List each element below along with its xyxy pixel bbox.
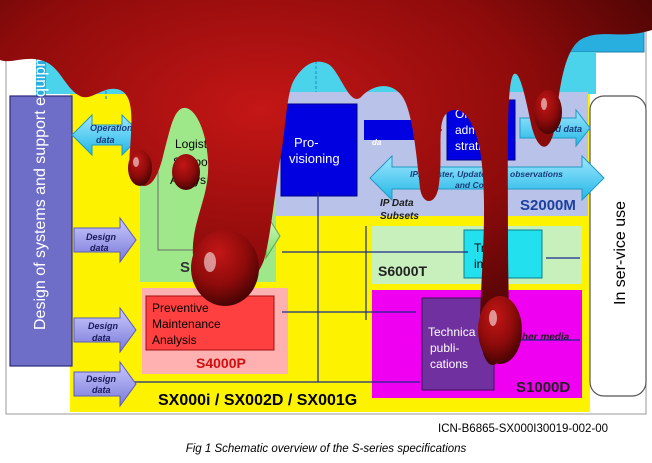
svg-text:and data: and data [545,124,582,134]
other-media-label: her media [522,332,570,343]
icn-label: ICN-B6865-SX000I30019-002-00 [438,423,608,435]
svg-text:Preventive Maintenance: Preventive Maintenance Analysis [152,301,224,347]
design-data-arrow-3 [73,360,137,408]
right-box-text: In ser-vice use [612,201,629,305]
design-data-arrow-2 [73,306,137,354]
logistics-line-1: Logist [175,137,208,151]
svg-text:Design data: Design data [86,374,119,395]
svg-text:Design data: Design data [86,232,119,253]
s2000m-label: S2000M [520,197,576,214]
sx-label: SX000i / SX002D / SX001G [158,392,357,409]
s6000t-label: S6000T [378,263,427,279]
svg-text:Design data: Design data [88,321,121,343]
svg-text:Pro- visioning: Pro- visioning [289,135,340,166]
svg-text:IPL Master, Update observa: IPL Master, Update observations and Con [410,169,565,190]
preventive-box [145,295,275,351]
s3000-label: S [180,259,190,276]
s4000p-label: S4000P [196,355,246,371]
blood-drip-overlay [0,0,652,366]
connector-lines [90,192,580,383]
figure-caption: Fig 1 Schematic overview of the S-series… [186,443,467,455]
left-box [9,95,73,367]
left-box-text: Design of systems and support equipment [32,31,49,330]
s1000d-label: S1000D [516,379,570,396]
svg-text:Operation data: Operation data [90,123,135,145]
svg-text:Technica publi- cation: Technica publi- cations [428,325,479,371]
svg-text:IP Data Subsets: IP Data Subsets [380,198,419,222]
provisioning-box [280,103,358,197]
design-data-arrow-1 [73,216,137,264]
svg-text:da: da [372,138,382,147]
right-box [589,95,647,397]
blood-highlights [133,98,547,326]
